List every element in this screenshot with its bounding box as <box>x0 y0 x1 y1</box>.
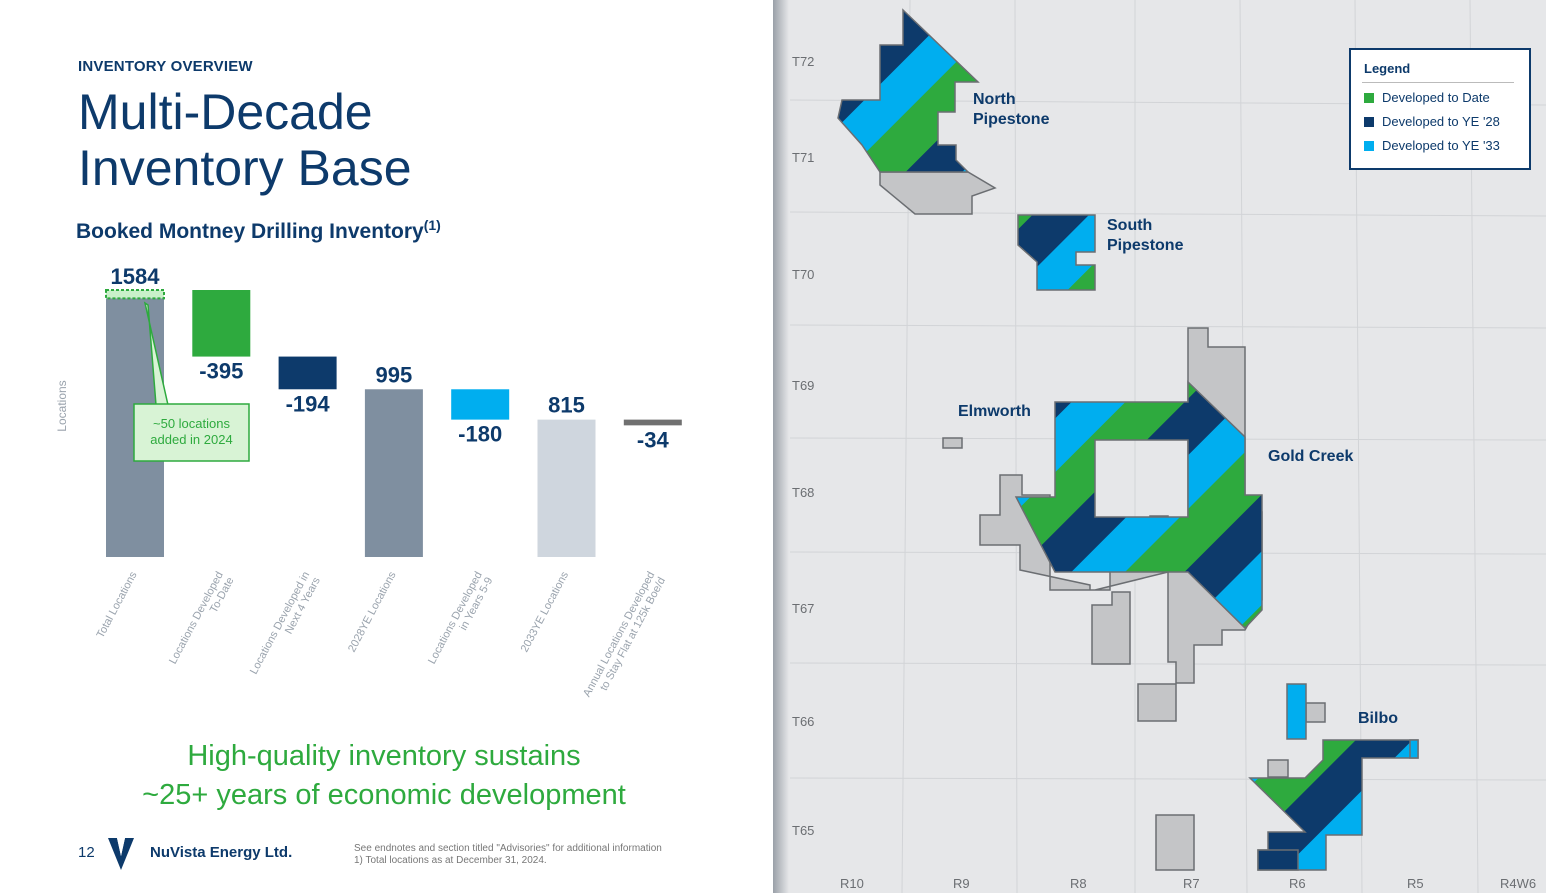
region-label-bilbo: Bilbo <box>1358 710 1398 727</box>
callout-box <box>133 403 250 462</box>
legend-label: Developed to YE '33 <box>1382 138 1500 153</box>
bar <box>537 419 596 557</box>
added-2024-segment <box>105 289 165 300</box>
bar <box>451 389 510 420</box>
range-labels: R10 R9 R8 R7 R6 R5 R4W6 <box>840 876 1536 891</box>
page-title-line-2: Inventory Base <box>78 140 412 196</box>
legend-title: Legend <box>1364 61 1411 76</box>
tick-label-layer: Total Locations Locations DevelopedTo-Dat… <box>95 569 668 699</box>
township-label: T67 <box>792 601 814 616</box>
data-label: -395 <box>199 359 243 384</box>
township-label: T66 <box>792 714 814 729</box>
data-label: 995 <box>376 362 413 387</box>
tagline-line-2: ~25+ years of economic development <box>142 779 626 811</box>
township-label: T69 <box>792 378 814 393</box>
township-label: T70 <box>792 267 814 282</box>
region-label-south-pipestone: South Pipestone <box>1107 216 1183 256</box>
tagline-line-1: High-quality inventory sustains <box>187 740 581 772</box>
tagline: High-quality inventory sustains ~25+ yea… <box>80 737 688 815</box>
township-label: T65 <box>792 823 814 838</box>
tick-label: Total Locations <box>95 569 140 640</box>
township-label: T72 <box>792 54 814 69</box>
bar <box>278 356 337 390</box>
map-edge-shadow <box>773 0 789 893</box>
footnote-1: 1) Total locations as at December 31, 20… <box>354 855 547 866</box>
township-label: T68 <box>792 485 814 500</box>
range-label: R8 <box>1070 876 1087 891</box>
region-label-line: Pipestone <box>1107 237 1184 254</box>
inventory-map: T72 T71 T70 T69 T68 T67 T66 T65 R10 R9 R… <box>789 0 1546 893</box>
legend-label: Developed to Date <box>1382 90 1490 105</box>
township-labels: T72 T71 T70 T69 T68 T67 T66 T65 <box>792 54 814 838</box>
region-label-gold-creek: Gold Creek <box>1268 448 1354 465</box>
legend-swatch <box>1364 141 1374 151</box>
tick-label: 2033YE Locations <box>519 569 572 654</box>
range-label: R5 <box>1407 876 1424 891</box>
tick-label-line: Locations Developed in <box>248 570 312 677</box>
tick-label-line: Total Locations <box>95 569 140 640</box>
developed-lands <box>837 8 1419 871</box>
eyebrow-label: INVENTORY OVERVIEW <box>78 58 253 75</box>
tick-label: 2028YE Locations <box>346 569 399 654</box>
range-label: R9 <box>953 876 970 891</box>
page-title: Multi-Decade Inventory Base <box>78 84 412 196</box>
range-label: R7 <box>1183 876 1200 891</box>
range-label: R6 <box>1289 876 1306 891</box>
data-label: 1584 <box>111 264 161 289</box>
bar <box>192 290 251 357</box>
bar <box>364 389 423 557</box>
data-label: 815 <box>548 393 585 418</box>
region-label-elmworth: Elmworth <box>958 403 1031 420</box>
tick-label-line: Locations Developed <box>426 570 485 666</box>
callout-text: ~50 locations <box>153 416 230 431</box>
company-logo-icon <box>108 838 134 870</box>
range-label: R4W6 <box>1500 876 1536 891</box>
tick-label-line: Locations Developed <box>167 570 226 666</box>
chart-title: Booked Montney Drilling Inventory(1) <box>76 217 441 244</box>
callout-text: added in 2024 <box>150 432 232 447</box>
township-label: T71 <box>792 150 814 165</box>
company-name: NuVista Energy Ltd. <box>150 844 293 861</box>
legend-item-developed-to-date: Developed to Date <box>1364 90 1490 105</box>
map-legend <box>1349 48 1531 170</box>
page-number: 12 <box>78 844 95 861</box>
chart-title-text: Booked Montney Drilling Inventory <box>76 220 424 243</box>
footnote-advisories: See endnotes and section titled "Advisor… <box>354 843 662 854</box>
region-label-line: Pipestone <box>973 111 1050 128</box>
range-label: R10 <box>840 876 864 891</box>
legend-item-developed-ye28: Developed to YE '28 <box>1364 114 1500 129</box>
legend-label: Developed to YE '28 <box>1382 114 1500 129</box>
tick-label-line: 2033YE Locations <box>519 569 572 654</box>
legend-swatch <box>1364 117 1374 127</box>
region-label-line: South <box>1107 217 1153 234</box>
page-title-line-1: Multi-Decade <box>78 84 373 140</box>
region-label-north-pipestone: North Pipestone <box>973 90 1049 130</box>
y-axis-label: Locations <box>55 380 69 431</box>
bar <box>623 419 682 426</box>
tick-label-line: 2028YE Locations <box>346 569 399 654</box>
value-label-layer: 1584 -395 -194 995 -180 815 -34 <box>111 264 670 452</box>
data-label: -194 <box>286 391 331 416</box>
chart-title-footnote-ref: (1) <box>423 217 441 233</box>
data-label: -34 <box>637 427 670 452</box>
tick-label-line: to Stay Flat at 125k Boe/d <box>598 575 668 692</box>
tick-label-line: Annual Locations Developed <box>581 570 657 699</box>
region-label-line: North <box>973 91 1016 108</box>
legend-swatch <box>1364 93 1374 103</box>
legend-divider <box>1362 82 1514 83</box>
data-label: -180 <box>458 422 502 447</box>
legend-item-developed-ye33: Developed to YE '33 <box>1364 138 1500 153</box>
